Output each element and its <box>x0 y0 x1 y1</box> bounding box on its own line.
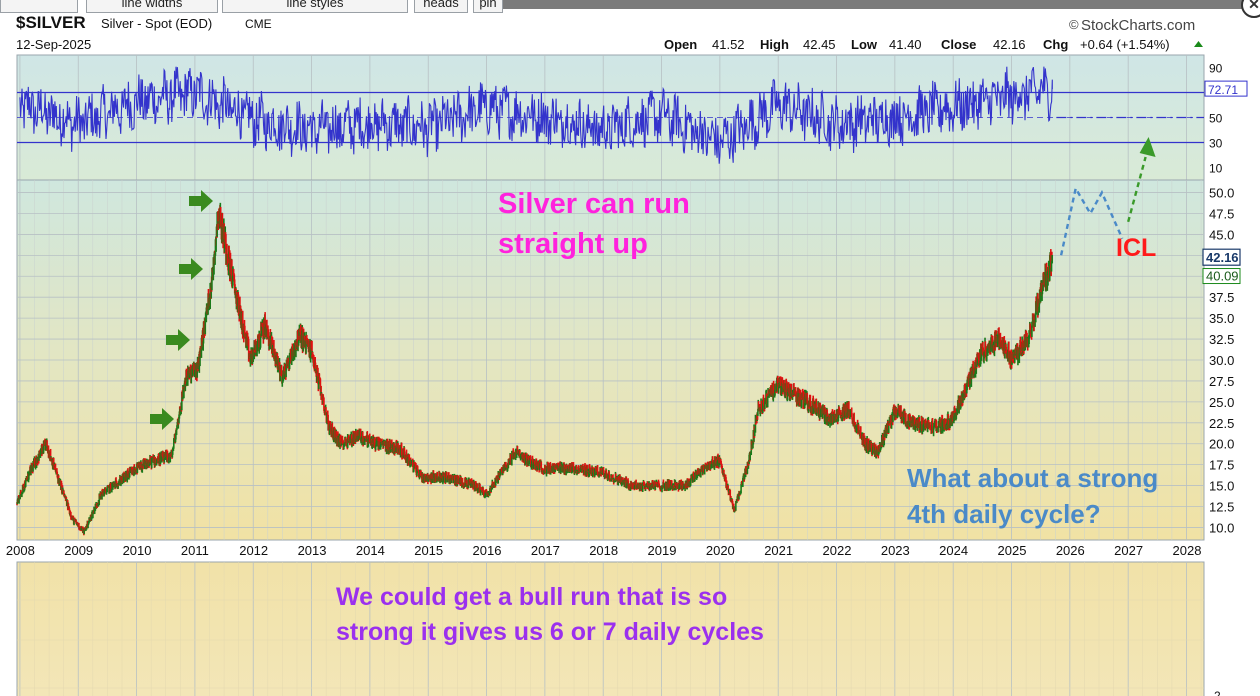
green-arrow-icon <box>166 329 190 351</box>
lower-y-tick: 2 <box>1214 689 1221 696</box>
price-y-tick: 45.0 <box>1209 227 1234 242</box>
indicator-y-tick: 90 <box>1209 62 1223 76</box>
x-tick-label: 2025 <box>998 543 1027 558</box>
price-y-tick: 32.5 <box>1209 332 1234 347</box>
x-tick-label: 2019 <box>648 543 677 558</box>
price-y-tick: 17.5 <box>1209 458 1234 473</box>
ohlc-readout: Open 41.52 High 42.45 Low 41.40 Close 42… <box>664 37 1170 52</box>
x-tick-label: 2008 <box>6 543 35 558</box>
heads-button[interactable]: heads <box>414 0 468 13</box>
x-tick-label: 2010 <box>123 543 152 558</box>
projection-arrow-head <box>1139 137 1156 157</box>
chg-label: Chg <box>1043 37 1068 52</box>
lower-grid <box>17 562 1204 696</box>
x-tick-label: 2013 <box>298 543 327 558</box>
pin-button[interactable]: pin <box>473 0 503 13</box>
x-tick-label: 2011 <box>181 543 209 558</box>
x-tick-label: 2009 <box>64 543 93 558</box>
indicator-y-tick: 10 <box>1209 162 1223 176</box>
lower-panel <box>16 561 1205 696</box>
x-tick-label: 2023 <box>881 543 910 558</box>
high-value: 42.45 <box>803 37 836 52</box>
green-arrows <box>150 190 213 430</box>
x-tick-label: 2017 <box>531 543 560 558</box>
symbol-label: $SILVER <box>16 13 86 32</box>
date-label: 12-Sep-2025 <box>16 37 91 52</box>
price-y-tick: 37.5 <box>1209 290 1234 305</box>
x-tick-label: 2018 <box>589 543 618 558</box>
high-label: High <box>760 37 789 52</box>
x-tick-label: 2020 <box>706 543 735 558</box>
x-tick-label: 2014 <box>356 543 385 558</box>
x-tick-label: 2022 <box>823 543 852 558</box>
close-icon[interactable]: ✕ <box>1241 0 1260 18</box>
annotation-bull-run-line2: strong it gives us 6 or 7 daily cycles <box>336 618 764 646</box>
price-y-tick: 27.5 <box>1209 374 1234 389</box>
price-y-tick: 25.0 <box>1209 395 1234 410</box>
exchange-label: CME <box>245 17 272 31</box>
x-tick-label: 2028 <box>1173 543 1202 558</box>
toolbar-button-blank[interactable] <box>0 0 78 13</box>
price-y-axis: 10.0 12.5 15.0 17.5 20.0 22.5 25.0 27.5 30.0 32.5… <box>1209 186 1234 536</box>
indicator-y-tick: 50 <box>1209 112 1223 126</box>
x-tick-label: 2026 <box>1056 543 1085 558</box>
price-y-tick: 20.0 <box>1209 437 1234 452</box>
toolbar-strip <box>503 0 1245 9</box>
price-bars <box>16 202 1054 536</box>
close-value: 42.16 <box>993 37 1026 52</box>
price-y-tick: 50.0 <box>1209 186 1234 201</box>
indicator-y-tick: 30 <box>1209 137 1223 151</box>
toolbar: line widths line styles heads pin ✕ <box>0 0 1260 18</box>
x-tick-label: 2015 <box>414 543 443 558</box>
chg-value: +0.64 (+1.54%) <box>1080 37 1170 52</box>
price-y-tick: 35.0 <box>1209 311 1234 326</box>
copyright-icon: © <box>1069 17 1079 32</box>
x-tick-label: 2027 <box>1114 543 1143 558</box>
up-triangle-icon <box>1194 41 1203 47</box>
line-styles-button[interactable]: line styles <box>222 0 408 13</box>
green-arrow-icon <box>179 258 203 280</box>
instrument-name: Silver - Spot (EOD) <box>101 16 212 31</box>
projection-green-path <box>1127 156 1147 223</box>
x-tick-label: 2012 <box>239 543 268 558</box>
annotation-strong-4th-line2: 4th daily cycle? <box>907 499 1101 529</box>
price-y-tick: 47.5 <box>1209 206 1234 221</box>
price-y-tick: 12.5 <box>1209 500 1234 515</box>
annotation-silver-run-line1: Silver can run <box>498 188 690 220</box>
x-tick-label: 2016 <box>473 543 502 558</box>
open-value: 41.52 <box>712 37 745 52</box>
x-tick-label: 2021 <box>764 543 793 558</box>
low-value: 41.40 <box>889 37 922 52</box>
price-tags: 42.16 40.09 <box>1202 248 1241 285</box>
last-price-tag: 42.16 <box>1206 250 1239 265</box>
green-arrow-icon <box>150 408 174 430</box>
price-y-tick: 22.5 <box>1209 416 1234 431</box>
x-tick-label: 2024 <box>939 543 968 558</box>
indicator-y-axis: 10 30 50 90 <box>1209 62 1223 176</box>
price-y-tick: 15.0 <box>1209 479 1234 494</box>
low-label: Low <box>851 37 878 52</box>
projection-blue-path <box>1059 185 1124 256</box>
indicator-last-value: 72.71 <box>1208 83 1238 97</box>
indicator-line <box>19 66 1053 164</box>
brand-label: StockCharts.com <box>1081 17 1195 34</box>
open-label: Open <box>664 37 697 52</box>
green-arrow-icon <box>189 190 213 212</box>
indicator-last-value-tag: 72.71 <box>1204 80 1248 97</box>
price-y-tick: 10.0 <box>1209 520 1234 535</box>
x-axis: 2008 2009 2010 2011 2012 2013 2014 2015 2016 2017… <box>6 543 1202 558</box>
annotation-strong-4th-line1: What about a strong <box>907 463 1158 493</box>
ma-price-tag: 40.09 <box>1206 269 1239 284</box>
price-y-tick: 30.0 <box>1209 353 1234 368</box>
line-widths-button[interactable]: line widths <box>86 0 218 13</box>
icl-label: ICL <box>1116 234 1156 262</box>
annotation-silver-run-line2: straight up <box>498 228 648 260</box>
annotation-bull-run-line1: We could get a bull run that is so <box>336 583 727 611</box>
price-grid <box>17 180 1204 540</box>
close-label: Close <box>941 37 976 52</box>
